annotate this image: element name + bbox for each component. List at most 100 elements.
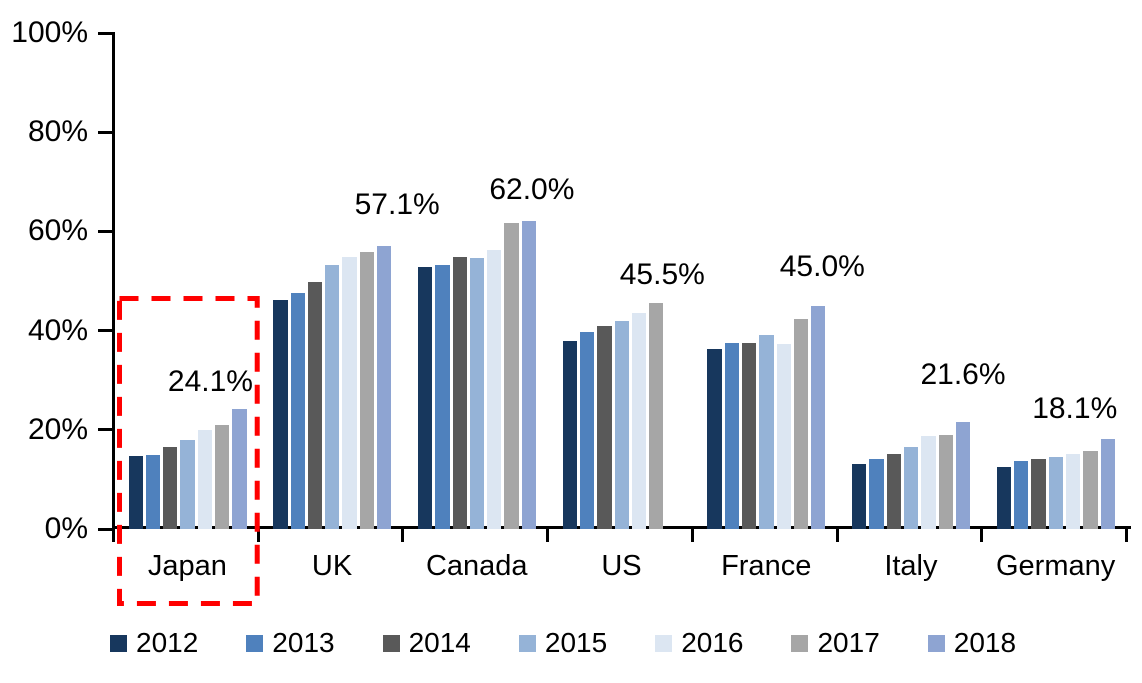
legend-label: 2014 <box>408 627 471 658</box>
bar-italy-2015 <box>903 446 919 529</box>
category-label: UK <box>311 550 353 582</box>
legend-label: 2012 <box>136 627 199 658</box>
bar-france-2016 <box>776 344 791 529</box>
legend-swatch-icon <box>791 634 809 652</box>
bar-us-2012 <box>562 340 577 529</box>
x-axis-tick <box>401 529 405 542</box>
bar-uk-2013 <box>290 293 305 529</box>
x-axis-tick <box>835 529 839 542</box>
category-label: Japan <box>147 550 227 582</box>
bar-japan-2018 <box>232 409 247 529</box>
bar-germany-2015 <box>1048 456 1063 529</box>
category-label: Italy <box>884 550 938 582</box>
bar-france-2017 <box>793 319 809 529</box>
legend-item-2017: 2017 <box>791 627 880 658</box>
data-label: 21.6% <box>920 357 1006 391</box>
bar-japan-2012 <box>128 455 143 529</box>
legend-swatch-icon <box>927 634 945 652</box>
legend: 2012 2013 2014 2015 2016 2017 2018 <box>110 628 1016 658</box>
data-label: 45.5% <box>619 258 705 292</box>
legend-swatch-icon <box>655 634 673 652</box>
category-label: France <box>721 550 812 582</box>
legend-label: 2017 <box>817 627 880 658</box>
legend-swatch-icon <box>246 634 264 652</box>
bar-japan-2017 <box>215 424 230 529</box>
y-axis-tick-label: 100% <box>11 16 88 49</box>
bar-japan-2015 <box>180 440 195 529</box>
legend-item-2014: 2014 <box>382 627 471 658</box>
category-label: Germany <box>996 550 1116 582</box>
bar-uk-2015 <box>325 265 340 529</box>
bar-canada-2012 <box>417 266 433 529</box>
bar-france-2015 <box>759 334 774 529</box>
bar-france-2012 <box>707 348 722 529</box>
legend-swatch-icon <box>110 634 127 652</box>
bar-japan-2016 <box>197 430 212 529</box>
bar-uk-2017 <box>359 252 374 529</box>
bar-italy-2016 <box>921 435 936 529</box>
y-axis-tick <box>98 428 115 432</box>
bar-italy-2017 <box>938 434 953 529</box>
data-label: 57.1% <box>354 187 440 221</box>
legend-label: 2016 <box>681 627 744 658</box>
bar-uk-2014 <box>307 282 323 529</box>
y-axis-tick <box>98 329 115 333</box>
bar-italy-2013 <box>869 459 884 529</box>
bar-germany-2013 <box>1014 461 1029 529</box>
data-label: 24.1% <box>167 365 253 399</box>
bar-japan-2013 <box>145 454 161 529</box>
bar-us-2017 <box>649 303 664 529</box>
legend-swatch-icon <box>518 634 536 652</box>
data-label: 45.0% <box>779 249 865 283</box>
legend-item-2012: 2012 <box>110 628 198 658</box>
bar-italy-2014 <box>886 454 901 529</box>
bar-france-2018 <box>811 305 826 529</box>
legend-label: 2013 <box>272 627 335 658</box>
bar-france-2014 <box>741 343 757 529</box>
data-label: 62.0% <box>489 173 575 207</box>
y-axis-tick-label: 0% <box>44 512 88 545</box>
bar-canada-2015 <box>469 258 485 529</box>
bar-us-2016 <box>631 313 647 529</box>
x-axis-tick <box>1125 529 1128 542</box>
bar-canada-2014 <box>452 257 467 529</box>
bar-uk-2016 <box>342 257 357 529</box>
bar-italy-2012 <box>852 463 867 529</box>
x-axis-tick <box>980 529 984 542</box>
x-axis-tick <box>256 529 260 542</box>
category-label: Canada <box>425 550 528 582</box>
bar-uk-2012 <box>273 299 288 529</box>
legend-item-2015: 2015 <box>518 627 608 658</box>
bar-canada-2017 <box>504 223 519 529</box>
y-axis-tick-label: 80% <box>27 115 88 149</box>
legend-label: 2015 <box>544 627 608 658</box>
y-axis-tick <box>98 527 115 531</box>
bar-japan-2014 <box>163 447 178 529</box>
bar-germany-2014 <box>1031 458 1046 529</box>
bar-us-2015 <box>614 320 629 529</box>
y-axis-line <box>112 33 115 535</box>
y-axis-tick-label: 20% <box>27 412 88 446</box>
bar-italy-2018 <box>955 421 971 529</box>
bar-canada-2016 <box>487 250 502 529</box>
bar-canada-2013 <box>435 264 450 529</box>
y-axis-tick <box>98 130 115 134</box>
bar-us-2014 <box>597 325 612 529</box>
bar-germany-2016 <box>1065 454 1081 529</box>
y-axis-tick <box>98 229 115 233</box>
bar-canada-2018 <box>521 221 537 529</box>
bar-us-2013 <box>579 331 595 529</box>
legend-label: 2018 <box>953 627 1017 658</box>
x-axis-tick <box>112 529 115 542</box>
category-label: US <box>601 550 642 582</box>
legend-item-2016: 2016 <box>655 628 743 658</box>
x-axis-tick <box>690 529 694 542</box>
data-label: 18.1% <box>1032 392 1118 426</box>
x-axis-tick <box>546 529 550 542</box>
bar-uk-2018 <box>377 245 392 529</box>
legend-item-2013: 2013 <box>246 627 335 658</box>
bar-france-2013 <box>724 343 739 529</box>
bar-germany-2018 <box>1100 439 1115 529</box>
y-axis-tick <box>98 31 115 35</box>
